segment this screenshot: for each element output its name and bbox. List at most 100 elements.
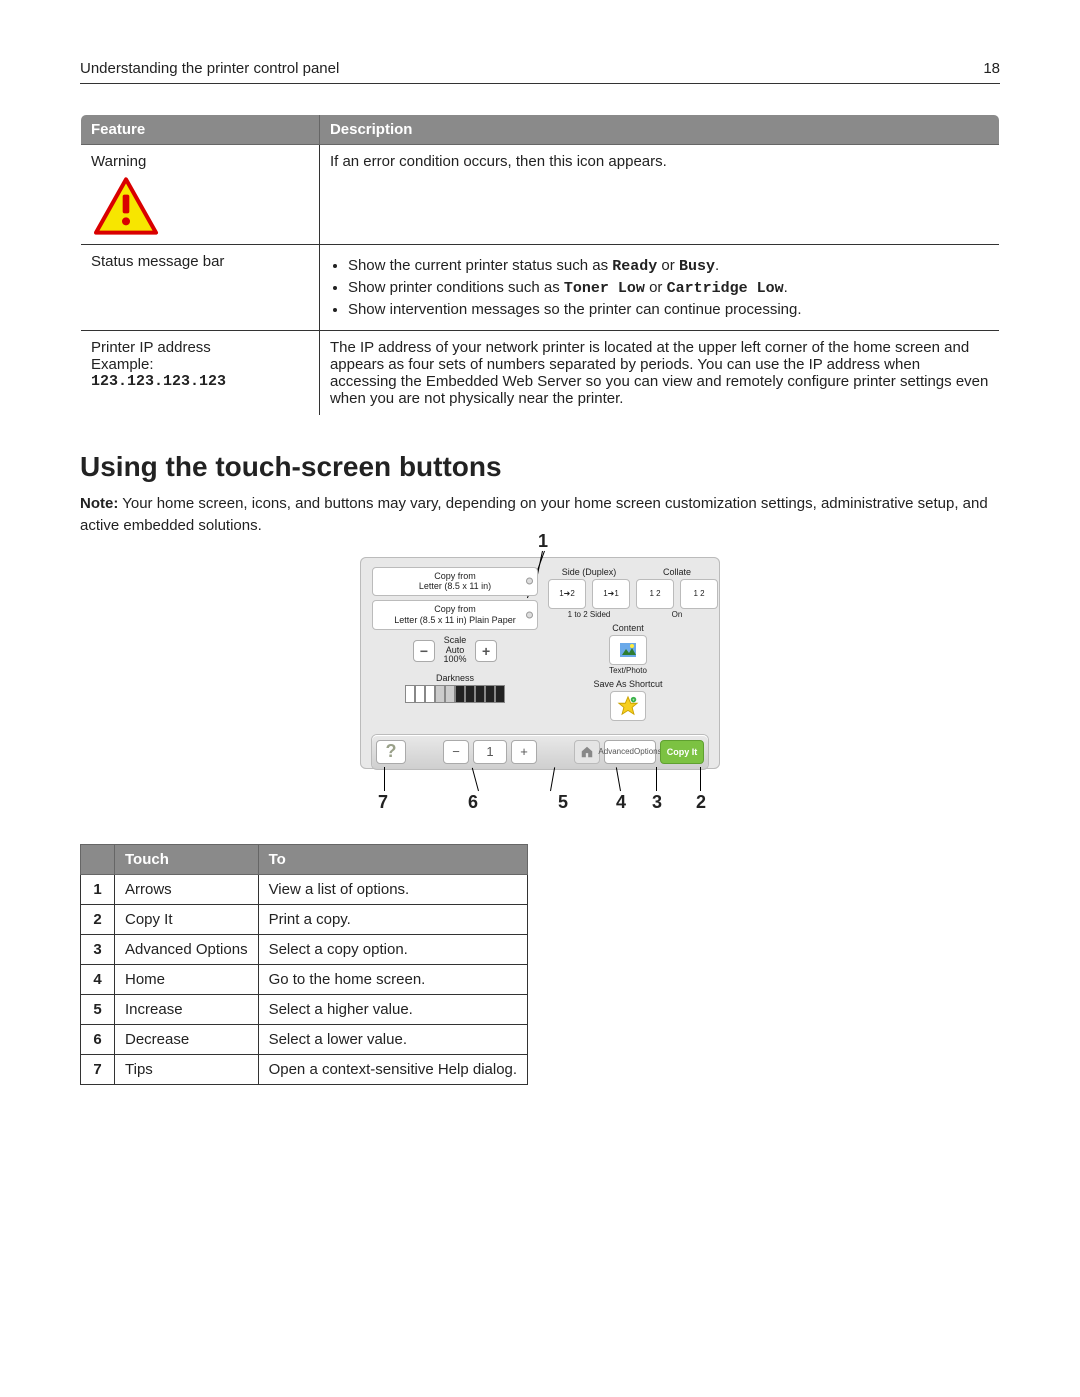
sides-caption: 1 to 2 Sided xyxy=(548,610,630,619)
callout-line-2 xyxy=(700,767,701,791)
row-num: 6 xyxy=(81,1024,115,1054)
decrease-button[interactable]: − xyxy=(443,740,469,764)
status-b1-mid: or xyxy=(657,257,679,274)
status-b1-pre: Show the current printer status such as xyxy=(348,257,612,274)
sides-tile-1[interactable]: 1➜2 xyxy=(548,579,586,609)
row-to: Select a higher value. xyxy=(258,994,527,1024)
table-row: 2Copy ItPrint a copy. xyxy=(81,904,528,934)
copy-from-2-line2: Letter (8.5 x 11 in) Plain Paper xyxy=(379,615,531,626)
page-number: 18 xyxy=(983,60,1000,77)
row-num: 5 xyxy=(81,994,115,1024)
sides-title: Side (Duplex) xyxy=(548,567,630,577)
copy-it-button[interactable]: Copy It xyxy=(660,740,704,764)
status-b1-post: . xyxy=(715,257,719,274)
sides-tile-2[interactable]: 1➜1 xyxy=(592,579,630,609)
content-caption: Text/Photo xyxy=(548,666,708,675)
status-bullet-2: Show printer conditions such as Toner Lo… xyxy=(348,279,989,297)
copy-from-1-line2: Letter (8.5 x 11 in) xyxy=(379,581,531,592)
feature-table: Feature Description Warning If an error … xyxy=(80,114,1000,416)
warning-label: Warning xyxy=(91,153,309,170)
row-num: 4 xyxy=(81,964,115,994)
row-num: 2 xyxy=(81,904,115,934)
scale-control: − Scale Auto 100% + xyxy=(372,636,538,666)
collate-caption: On xyxy=(636,610,718,619)
content-title: Content xyxy=(548,623,708,633)
row-to: Select a lower value. xyxy=(258,1024,527,1054)
scale-plus-button[interactable]: + xyxy=(475,640,497,662)
touch-table: Touch To 1ArrowsView a list of options.2… xyxy=(80,844,528,1085)
status-bullets: Show the current printer status such as … xyxy=(348,257,989,318)
copy-from-1[interactable]: Copy from Letter (8.5 x 11 in) xyxy=(372,567,538,597)
ip-line1: Printer IP address xyxy=(91,339,309,356)
header-title: Understanding the printer control panel xyxy=(80,60,339,77)
status-b2-pre: Show printer conditions such as xyxy=(348,279,564,296)
home-button[interactable] xyxy=(574,740,600,764)
warning-icon xyxy=(91,176,161,236)
status-bullet-3: Show intervention messages so the printe… xyxy=(348,301,989,318)
collate-title: Collate xyxy=(636,567,718,577)
feature-row-status: Status message bar Show the current prin… xyxy=(81,245,1000,331)
arrow-icon[interactable] xyxy=(526,611,533,618)
arrow-icon[interactable] xyxy=(526,578,533,585)
status-b2-post: . xyxy=(784,279,788,296)
callout-line-7 xyxy=(384,767,385,791)
ip-line2: Example: xyxy=(91,356,309,373)
row-touch: Decrease xyxy=(115,1024,259,1054)
row-to: View a list of options. xyxy=(258,874,527,904)
row-touch: Tips xyxy=(115,1054,259,1084)
callout-7: 7 xyxy=(378,792,388,813)
darkness-label: Darkness xyxy=(372,673,538,683)
row-touch: Advanced Options xyxy=(115,934,259,964)
row-to: Go to the home screen. xyxy=(258,964,527,994)
copy-from-2[interactable]: Copy from Letter (8.5 x 11 in) Plain Pap… xyxy=(372,600,538,630)
page-header: Understanding the printer control panel … xyxy=(80,60,1000,84)
row-touch: Home xyxy=(115,964,259,994)
save-shortcut-title: Save As Shortcut xyxy=(548,679,708,689)
advanced-options-button[interactable]: Advanced Options xyxy=(604,740,656,764)
row-num: 3 xyxy=(81,934,115,964)
table-row: 4HomeGo to the home screen. xyxy=(81,964,528,994)
copies-value: 1 xyxy=(473,740,507,764)
content-tile[interactable] xyxy=(609,635,647,665)
table-row: 1ArrowsView a list of options. xyxy=(81,874,528,904)
callout-line-3 xyxy=(656,767,657,791)
increase-button[interactable]: + xyxy=(511,740,537,764)
save-shortcut-button[interactable]: + xyxy=(610,691,646,721)
copy-from-2-line1: Copy from xyxy=(379,604,531,615)
darkness-slider[interactable] xyxy=(372,685,538,703)
warning-description: If an error condition occurs, then this … xyxy=(319,145,999,245)
feature-row-warning: Warning If an error condition occurs, th… xyxy=(81,145,1000,245)
status-b3-pre: Show intervention messages so the printe… xyxy=(348,301,802,318)
row-to: Select a copy option. xyxy=(258,934,527,964)
status-b1-m2: Busy xyxy=(679,258,715,275)
scale-value: 100% xyxy=(443,655,466,665)
bottom-toolbar: ? − 1 + Advanced Options Copy It xyxy=(372,735,708,769)
touchscreen-figure: 1 Copy from Letter (8.5 x 11 in) Copy fr… xyxy=(80,557,1000,819)
note-text: Your home screen, icons, and buttons may… xyxy=(80,495,988,534)
row-num: 1 xyxy=(81,874,115,904)
status-bullet-1: Show the current printer status such as … xyxy=(348,257,989,275)
table-row: 3Advanced OptionsSelect a copy option. xyxy=(81,934,528,964)
touch-th-num xyxy=(81,844,115,874)
row-to: Print a copy. xyxy=(258,904,527,934)
callout-1: 1 xyxy=(538,531,548,552)
status-b2-mid: or xyxy=(645,279,667,296)
touch-th-touch: Touch xyxy=(115,844,259,874)
callout-2: 2 xyxy=(696,792,706,813)
adv-line1: Advanced xyxy=(598,748,634,756)
row-touch: Copy It xyxy=(115,904,259,934)
row-num: 7 xyxy=(81,1054,115,1084)
collate-tile-1[interactable]: 1 2 xyxy=(636,579,674,609)
row-touch: Arrows xyxy=(115,874,259,904)
feature-row-ip: Printer IP address Example: 123.123.123.… xyxy=(81,331,1000,416)
callout-6: 6 xyxy=(468,792,478,813)
tips-button[interactable]: ? xyxy=(376,740,406,764)
table-row: 5IncreaseSelect a higher value. xyxy=(81,994,528,1024)
svg-text:+: + xyxy=(632,697,635,702)
feature-header: Feature xyxy=(81,115,320,145)
touch-th-to: To xyxy=(258,844,527,874)
scale-minus-button[interactable]: − xyxy=(413,640,435,662)
table-row: 7TipsOpen a context-sensitive Help dialo… xyxy=(81,1054,528,1084)
table-row: 6DecreaseSelect a lower value. xyxy=(81,1024,528,1054)
collate-tile-2[interactable]: 1 2 xyxy=(680,579,718,609)
